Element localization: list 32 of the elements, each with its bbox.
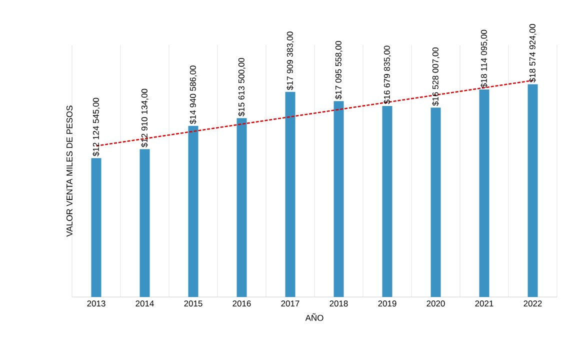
bar — [479, 90, 490, 297]
x-tick-label: 2015 — [184, 300, 202, 307]
data-label: $17 095 558,00 — [335, 40, 342, 100]
x-tick-label: 2018 — [330, 300, 348, 307]
data-label: $12 910 134,00 — [141, 88, 148, 148]
x-tick-label: 2016 — [232, 300, 251, 307]
bar — [430, 108, 441, 297]
bar — [236, 118, 247, 297]
data-label: $15 613 500,00 — [238, 58, 246, 116]
x-tick-label: 2014 — [136, 300, 154, 307]
y-axis-title: VALOR VENTA MILES DE PESOS — [66, 106, 72, 237]
data-label: $18 114 095,00 — [480, 30, 488, 88]
data-label: $14 940 586,00 — [190, 66, 197, 124]
bar — [528, 84, 538, 297]
x-tick-label: 2013 — [87, 300, 106, 307]
bar — [188, 126, 198, 297]
data-label: $17 909 383,00 — [286, 32, 294, 90]
data-label: $16 679 835,00 — [384, 46, 391, 104]
x-tick-label: 2020 — [426, 300, 445, 307]
bar — [91, 158, 102, 297]
x-tick-label: 2022 — [524, 300, 542, 307]
bar — [140, 149, 150, 297]
x-tick-label: 2019 — [378, 300, 396, 307]
bar — [285, 92, 296, 297]
data-label: $16 528 007,00 — [432, 47, 440, 106]
data-label: $12 124 545,00 — [92, 98, 100, 156]
x-axis-title: AÑO — [305, 313, 324, 321]
data-label: $18 574 924,00 — [529, 24, 536, 82]
x-tick-label: 2017 — [281, 300, 300, 307]
x-tick-label: 2021 — [475, 300, 494, 307]
bar — [334, 101, 344, 297]
bar — [382, 106, 392, 297]
